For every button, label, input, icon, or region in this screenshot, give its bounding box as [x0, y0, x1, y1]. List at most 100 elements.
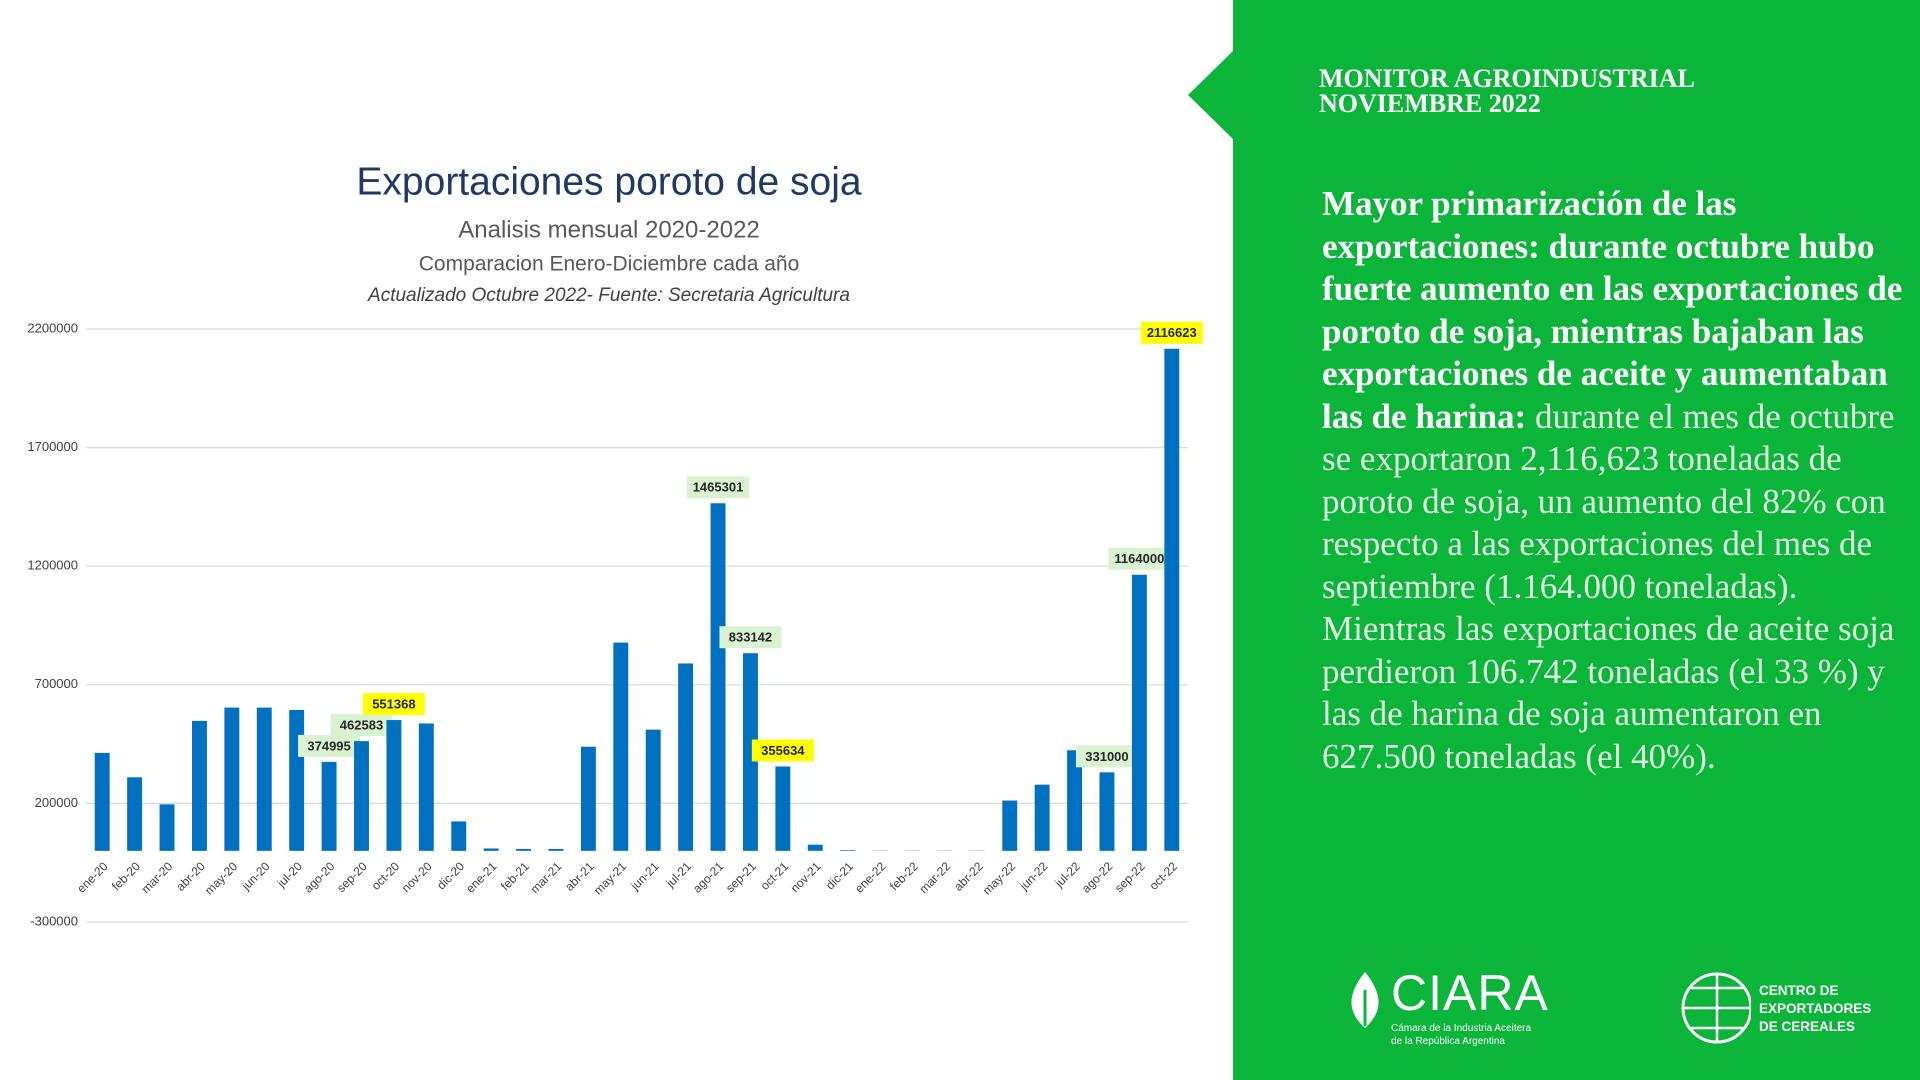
data-label-box	[719, 626, 782, 649]
data-label: 1465301	[693, 480, 744, 495]
x-tick-label: feb-21	[498, 859, 532, 893]
y-tick-label: 700000	[35, 676, 78, 691]
panel-text: Mayor primarización de las exportaciones…	[1322, 183, 1912, 778]
bar	[548, 848, 564, 851]
data-label: 374995	[307, 738, 350, 753]
x-tick-label: jun-22	[1016, 859, 1050, 893]
panel-header: MONITOR AGROINDUSTRIAL NOVIEMBRE 2022	[1319, 64, 1695, 118]
bar	[840, 850, 856, 851]
bar	[1034, 784, 1050, 851]
x-tick-label: ene-22	[852, 859, 889, 896]
x-tick-label: oct-21	[758, 859, 792, 893]
bar	[775, 766, 791, 851]
bar	[289, 709, 305, 851]
bar	[451, 821, 467, 851]
x-tick-label: dic-20	[434, 859, 467, 892]
x-tick-label: oct-20	[369, 859, 403, 893]
cec-line: DE CEREALES	[1759, 1019, 1856, 1034]
bar	[1131, 574, 1147, 851]
ciara-name: CIARA	[1391, 965, 1549, 1021]
data-label: 2116623	[1147, 325, 1197, 340]
bar	[1067, 750, 1083, 851]
x-tick-label: mar-20	[139, 859, 176, 896]
bar	[386, 720, 402, 851]
data-label-box	[751, 739, 814, 762]
bar	[1099, 772, 1115, 851]
y-tick-label: 1700000	[27, 439, 78, 454]
data-label-box	[298, 734, 361, 757]
chart: Exportaciones poroto de soja Analisis me…	[27, 160, 1203, 928]
panel-arrow	[1188, 50, 1234, 140]
bar	[224, 707, 240, 851]
x-tick-label: sep-21	[723, 859, 759, 895]
chart-subtitle: Comparacion Enero-Diciembre cada año	[419, 253, 800, 276]
x-tick-label: ene-20	[74, 859, 111, 896]
x-tick-label: sep-22	[1112, 859, 1148, 895]
header-line: MONITOR AGROINDUSTRIAL	[1319, 64, 1695, 93]
bar	[1164, 348, 1180, 851]
x-tick-label: jun-21	[627, 859, 661, 893]
x-tick-label: mar-22	[916, 859, 953, 896]
ciara-sub-line: Cámara de la Industria Aceitera	[1391, 1023, 1532, 1034]
x-tick-label: feb-22	[887, 859, 921, 893]
x-tick-label: may-22	[980, 859, 1018, 897]
bar	[256, 707, 272, 851]
bar	[710, 503, 726, 851]
globe-icon	[1681, 972, 1751, 1044]
x-tick-label: nov-20	[399, 859, 435, 895]
bar	[645, 729, 661, 851]
x-tick-label: ago-21	[690, 859, 727, 896]
x-tick-label: ago-20	[301, 859, 338, 896]
bar	[191, 720, 207, 851]
x-tick-label: nov-21	[788, 859, 824, 895]
x-tick-label: feb-20	[109, 859, 143, 893]
bar	[321, 761, 337, 851]
data-label: 1164000	[1114, 551, 1164, 566]
data-label-box	[687, 476, 750, 499]
body-text: durante el mes de octubre se exportaron …	[1322, 396, 1895, 776]
leaf-icon	[1351, 972, 1379, 1028]
chart-title: Exportaciones poroto de soja	[356, 160, 861, 203]
x-tick-label: mar-21	[528, 859, 565, 896]
bar	[516, 848, 532, 851]
bar	[1002, 800, 1018, 851]
cec-name: CENTRO DE EXPORTADORES DE CEREALES	[1759, 982, 1871, 1036]
y-tick-label: 200000	[35, 795, 78, 810]
bold-text: Mayor primarización de las exportaciones…	[1322, 184, 1903, 436]
chart-subtitle: Analisis mensual 2020-2022	[458, 216, 760, 243]
ciara-sub: Cámara de la Industria Aceitera de la Rep…	[1391, 1022, 1531, 1048]
x-tick-label: ene-21	[463, 859, 500, 896]
x-tick-label: sep-20	[334, 859, 370, 895]
bar	[807, 844, 823, 851]
x-tick-label: dic-21	[823, 859, 856, 892]
y-tick-label: -300000	[30, 913, 78, 928]
data-label-box	[330, 714, 393, 737]
bar	[354, 741, 369, 851]
bar	[580, 746, 596, 851]
data-label: 551368	[372, 696, 415, 711]
bar	[483, 848, 499, 851]
bar	[127, 777, 143, 851]
x-tick-label: jun-20	[238, 859, 272, 893]
header-line: NOVIEMBRE 2022	[1319, 89, 1541, 118]
bar	[613, 642, 629, 851]
data-label-box	[1075, 745, 1138, 768]
x-tick-label: may-20	[202, 859, 240, 897]
data-label: 355634	[761, 743, 805, 758]
bar	[678, 663, 694, 851]
chart-source: Actualizado Octubre 2022- Fuente: Secret…	[367, 285, 850, 306]
cec-line: CENTRO DE	[1759, 983, 1839, 998]
y-tick-label: 1200000	[27, 558, 78, 573]
data-label: 331000	[1085, 749, 1128, 764]
data-label-box	[1140, 321, 1203, 344]
bar	[159, 804, 175, 851]
bar	[94, 752, 110, 851]
ciara-sub-line: de la República Argentina	[1391, 1036, 1505, 1047]
x-tick-label: ago-22	[1079, 859, 1116, 896]
data-label-box	[1108, 547, 1171, 570]
bar	[418, 723, 434, 851]
bar	[742, 653, 758, 851]
data-label-box	[362, 693, 425, 716]
data-label: 833142	[729, 630, 772, 645]
data-label: 462583	[340, 718, 383, 733]
